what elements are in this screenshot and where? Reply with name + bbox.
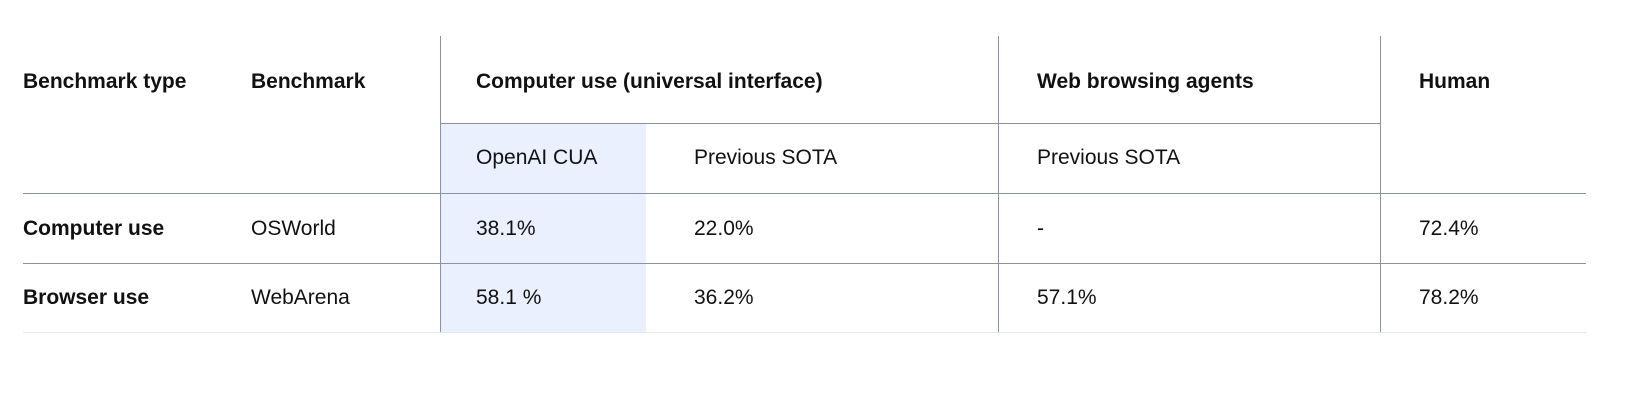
- subheader-previous-sota-computer-use: Previous SOTA: [694, 146, 838, 169]
- header-human: Human: [1419, 70, 1491, 93]
- row-benchmark: OSWorld: [251, 217, 336, 240]
- row-human-value: 78.2%: [1419, 286, 1479, 309]
- row-benchmark: WebArena: [251, 286, 350, 309]
- row-previous-sota-web-value: -: [1037, 217, 1044, 240]
- row-previous-sota-computer-use-value: 22.0%: [694, 217, 754, 240]
- header-bottom-divider: [23, 193, 1586, 194]
- divider-computer-use-left: [440, 36, 441, 333]
- row-divider: [23, 263, 1586, 264]
- row-openai-cua-value: 58.1 %: [476, 286, 542, 309]
- table-bottom-divider: [23, 332, 1586, 333]
- openai-cua-highlight: [440, 123, 646, 333]
- row-human-value: 72.4%: [1419, 217, 1479, 240]
- header-web-browsing-group: Web browsing agents: [1037, 70, 1254, 93]
- header-benchmark: Benchmark: [251, 70, 366, 93]
- row-type: Browser use: [23, 286, 150, 309]
- divider-human-left: [1380, 36, 1381, 333]
- row-previous-sota-computer-use-value: 36.2%: [694, 286, 754, 309]
- subheader-previous-sota-web: Previous SOTA: [1037, 146, 1181, 169]
- row-openai-cua-value: 38.1%: [476, 217, 536, 240]
- row-type: Computer use: [23, 217, 165, 240]
- header-computer-use-group: Computer use (universal interface): [476, 70, 823, 93]
- row-previous-sota-web-value: 57.1%: [1037, 286, 1097, 309]
- subheader-openai-cua: OpenAI CUA: [476, 146, 598, 169]
- divider-web-browsing-left: [998, 36, 999, 333]
- benchmark-table: Benchmark type Benchmark Computer use (u…: [23, 36, 1586, 333]
- header-benchmark-type: Benchmark type: [23, 70, 187, 93]
- subheader-divider: [440, 123, 1380, 124]
